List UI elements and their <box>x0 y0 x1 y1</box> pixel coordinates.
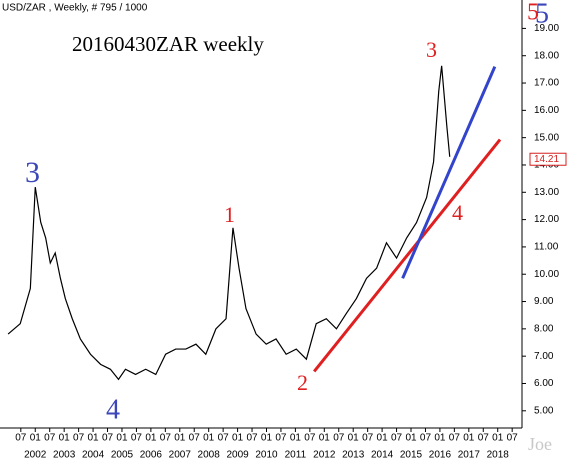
y-tick-label: 5.00 <box>534 405 554 416</box>
x-tick-label: 07 <box>218 433 230 444</box>
x-year-label: 2012 <box>313 450 336 461</box>
y-tick-label: 16.00 <box>534 105 559 116</box>
x-tick-label: 01 <box>348 433 360 444</box>
x-year-label: 2009 <box>226 450 249 461</box>
watermark: Joe <box>528 434 552 454</box>
x-tick-label: 01 <box>377 433 389 444</box>
x-year-label: 2010 <box>255 450 278 461</box>
x-year-label: 2006 <box>140 450 163 461</box>
wave-label: 1 <box>224 202 235 227</box>
wave-label: 2 <box>297 370 308 395</box>
x-year-label: 2011 <box>285 450 307 461</box>
x-tick-label: 01 <box>88 433 100 444</box>
trend-line <box>401 66 497 279</box>
trend-line <box>313 138 502 373</box>
chart-title: USD/ZAR , Weekly, # 795 / 1000 <box>2 3 148 14</box>
x-tick-label: 07 <box>333 433 345 444</box>
x-tick-label: 01 <box>30 433 42 444</box>
y-tick-label: 10.00 <box>534 269 559 280</box>
y-tick-label: 7.00 <box>534 351 554 362</box>
wave-label: 4 <box>452 200 463 225</box>
y-tick-label: 19.00 <box>534 23 559 34</box>
x-tick-label: 01 <box>492 433 504 444</box>
x-tick-label: 07 <box>362 433 374 444</box>
wave-label: 5 <box>527 0 539 26</box>
x-tick-label: 01 <box>203 433 215 444</box>
x-tick-label: 01 <box>145 433 157 444</box>
x-tick-label: 01 <box>319 433 331 444</box>
y-tick-label: 15.00 <box>534 132 559 143</box>
x-year-label: 2016 <box>429 450 452 461</box>
x-year-label: 2003 <box>53 450 76 461</box>
x-tick-label: 07 <box>449 433 461 444</box>
x-tick-label: 07 <box>391 433 403 444</box>
y-tick-label: 18.00 <box>534 50 559 61</box>
x-tick-label: 01 <box>434 433 446 444</box>
x-tick-label: 07 <box>478 433 490 444</box>
x-tick-label: 01 <box>405 433 417 444</box>
wave-label: 4 <box>106 394 120 425</box>
x-year-label: 2007 <box>169 450 192 461</box>
y-tick-label: 11.00 <box>534 242 559 253</box>
x-year-label: 2017 <box>458 450 481 461</box>
x-tick-label: 07 <box>189 433 201 444</box>
x-tick-label: 01 <box>290 433 302 444</box>
x-tick-label: 07 <box>275 433 287 444</box>
y-tick-label: 6.00 <box>534 378 554 389</box>
x-tick-label: 07 <box>160 433 172 444</box>
y-tick-label: 12.00 <box>534 214 559 225</box>
x-tick-label: 07 <box>73 433 85 444</box>
x-year-label: 2013 <box>342 450 365 461</box>
x-tick-label: 01 <box>463 433 475 444</box>
x-year-label: 2008 <box>198 450 221 461</box>
y-tick-label: 13.00 <box>534 187 559 198</box>
y-tick-label: 8.00 <box>534 323 554 334</box>
x-year-label: 2004 <box>82 450 105 461</box>
x-tick-label: 01 <box>232 433 244 444</box>
x-year-label: 2005 <box>111 450 134 461</box>
x-tick-label: 07 <box>507 433 519 444</box>
wave-label: 3 <box>25 156 40 189</box>
x-tick-label: 01 <box>59 433 71 444</box>
x-tick-label: 07 <box>15 433 27 444</box>
x-tick-label: 07 <box>131 433 143 444</box>
wave-label: 3 <box>426 37 437 62</box>
x-tick-label: 07 <box>44 433 56 444</box>
x-year-label: 2015 <box>400 450 423 461</box>
chart-subtitle: 20160430ZAR weekly <box>72 32 264 56</box>
wave-label: 5 <box>535 0 549 29</box>
x-tick-label: 01 <box>261 433 273 444</box>
x-year-label: 2018 <box>487 450 510 461</box>
x-tick-label: 01 <box>116 433 128 444</box>
current-price-label: 14.21 <box>534 154 559 165</box>
x-tick-label: 07 <box>304 433 316 444</box>
x-tick-label: 07 <box>246 433 258 444</box>
x-tick-label: 07 <box>420 433 432 444</box>
current-price-box <box>529 152 567 166</box>
y-tick-label: 9.00 <box>534 296 554 307</box>
x-year-label: 2002 <box>24 450 47 461</box>
y-tick-label: 17.00 <box>534 78 559 89</box>
price-line <box>7 65 451 381</box>
x-year-label: 2014 <box>371 450 394 461</box>
x-tick-label: 01 <box>174 433 186 444</box>
x-tick-label: 07 <box>102 433 114 444</box>
